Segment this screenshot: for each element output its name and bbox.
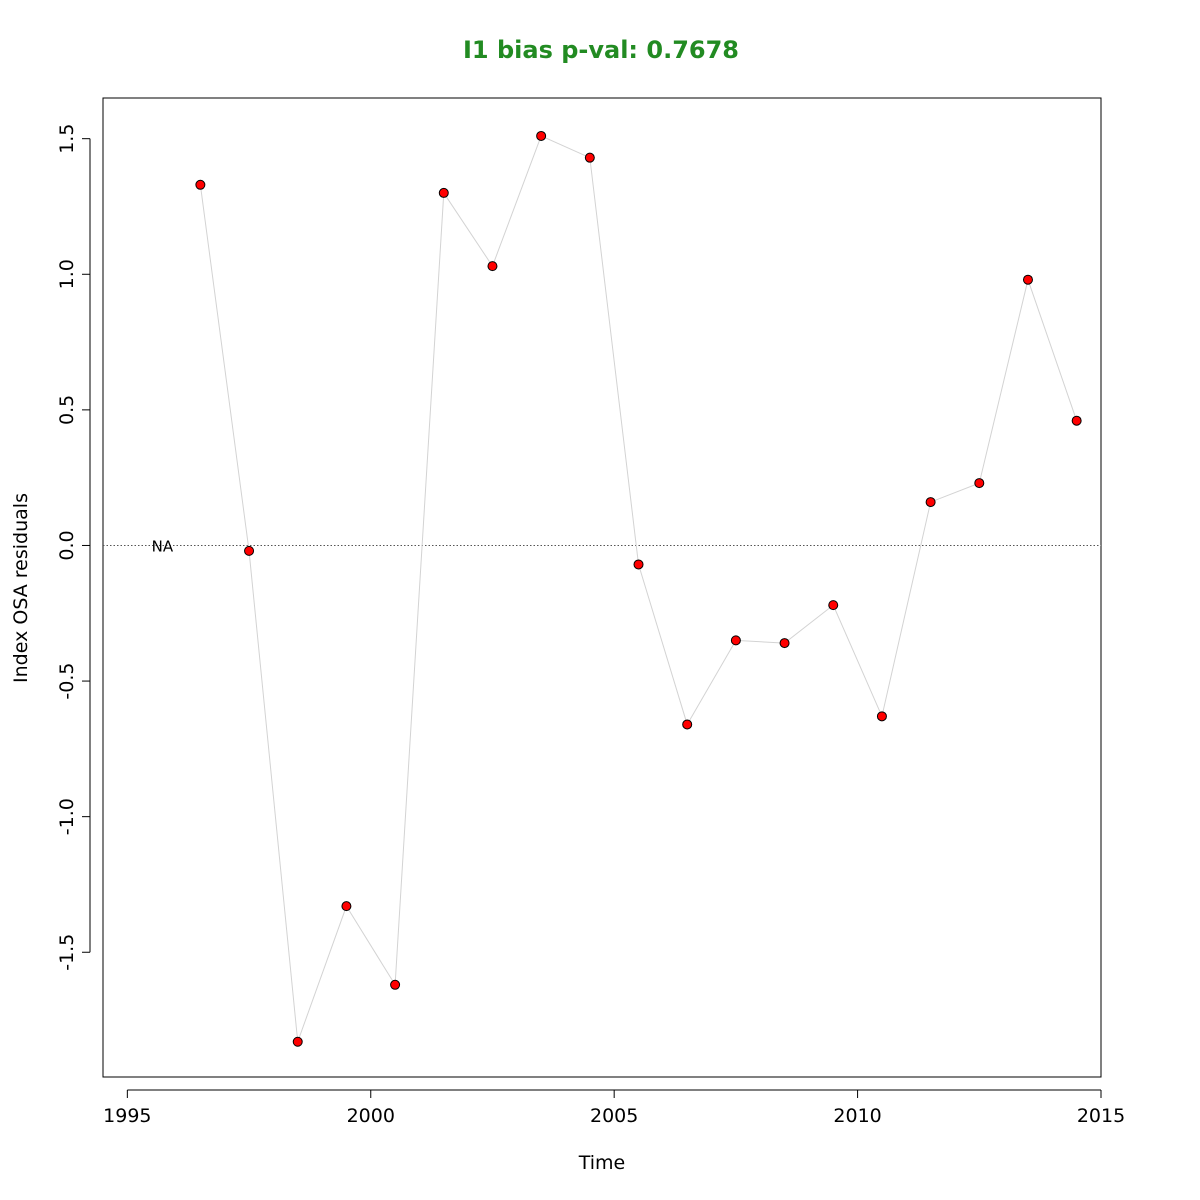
data-point (438, 187, 449, 198)
x-tick-label: 2005 (590, 1105, 638, 1127)
x-tick-label: 2015 (1077, 1105, 1125, 1127)
chart-title: I1 bias p-val: 0.7678 (463, 36, 739, 64)
y-tick-label: 0.5 (56, 395, 78, 425)
data-point (925, 497, 936, 508)
y-tick-label: -1.0 (56, 798, 78, 835)
na-annotation: NA (152, 537, 174, 555)
data-point (244, 545, 255, 556)
data-point (584, 152, 595, 163)
data-point (341, 901, 352, 912)
plot-area: NA 1995 2000 2005 2010 2015 -1.5 -1.0 -0.5 0.0 0.5… (56, 97, 1125, 1127)
data-point (195, 179, 206, 190)
y-tick-label: 1.0 (56, 259, 78, 289)
x-tick-label: 2000 (347, 1105, 395, 1127)
y-tick-label: -0.5 (56, 663, 78, 700)
data-point (1022, 274, 1033, 285)
data-point (779, 638, 790, 649)
y-tick-label: 0.0 (56, 530, 78, 560)
x-axis-label: Time (578, 1152, 626, 1174)
data-point (390, 979, 401, 990)
data-point (633, 559, 644, 570)
x-tick-label: 2010 (833, 1105, 881, 1127)
data-point (536, 130, 547, 141)
data-point (1071, 415, 1082, 426)
y-axis-label: Index OSA residuals (10, 493, 32, 683)
data-point (292, 1036, 303, 1047)
data-point (828, 600, 839, 611)
plot-frame (102, 97, 1102, 1078)
data-point (876, 711, 887, 722)
data-point (487, 261, 498, 272)
y-tick-label: 1.5 (56, 124, 78, 154)
data-point (730, 635, 741, 646)
y-tick-label: -1.5 (56, 934, 78, 971)
data-point (682, 719, 693, 730)
series-line (199, 135, 1078, 1042)
data-point (974, 478, 985, 489)
x-tick-label: 1995 (103, 1105, 151, 1127)
